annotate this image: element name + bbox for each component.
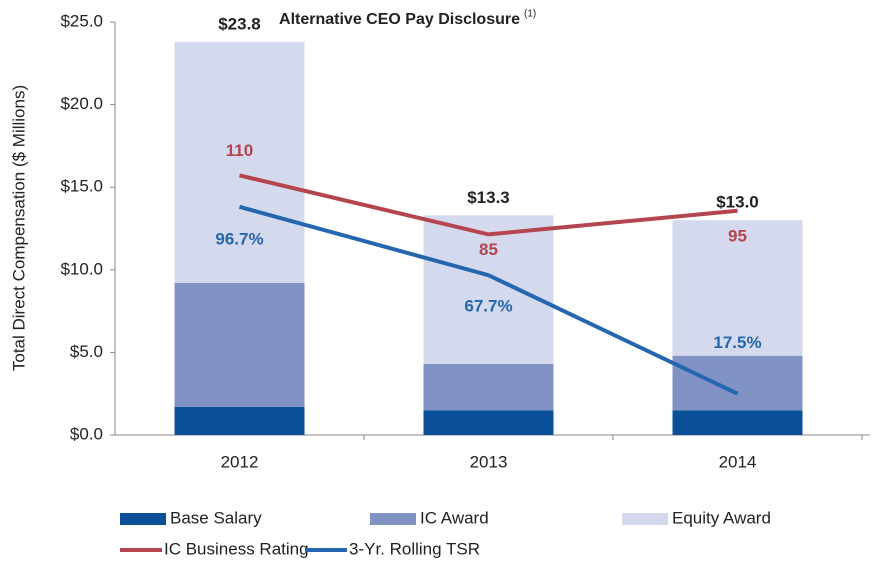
line-series	[239, 173, 738, 237]
bar-segment	[174, 406, 305, 435]
x-tick-label: 2013	[470, 452, 508, 471]
chart-title: Alternative CEO Pay Disclosure	[279, 11, 520, 28]
x-tick-label: 2014	[719, 452, 757, 471]
data-label: 85	[479, 240, 498, 259]
title-note: (1)	[524, 9, 536, 20]
x-tick-label: 2012	[221, 452, 259, 471]
legend-label: IC Business Rating	[164, 539, 309, 558]
bar-segment	[423, 215, 554, 364]
line-series	[238, 204, 739, 396]
y-tick-label: $0.0	[70, 424, 103, 443]
bar-segment	[672, 355, 803, 411]
data-label: 67.7%	[464, 297, 512, 316]
legend-label: Equity Award	[672, 508, 771, 527]
y-tick-label: $5.0	[70, 342, 103, 361]
legend-swatch	[120, 513, 166, 525]
bar-segment	[672, 220, 803, 356]
bar-segment	[423, 363, 554, 411]
bar-segment	[423, 410, 554, 435]
bar-segment	[174, 283, 305, 407]
y-tick-label: $15.0	[60, 177, 103, 196]
y-tick-label: $10.0	[60, 259, 103, 278]
data-label: 110	[226, 141, 253, 160]
legend-swatch	[622, 513, 668, 525]
bar-segment	[174, 41, 305, 284]
data-label: 95	[728, 226, 747, 245]
y-axis-label: Total Direct Compensation ($ Millions)	[9, 85, 28, 371]
data-label: 17.5%	[713, 333, 761, 352]
legend-swatch	[370, 513, 416, 525]
data-label: 96.7%	[215, 229, 263, 248]
legend-label: IC Award	[420, 508, 489, 527]
legend-label: Base Salary	[170, 508, 262, 527]
bar-segment	[672, 410, 803, 435]
total-label: $13.0	[716, 193, 759, 212]
y-tick-label: $20.0	[60, 94, 103, 113]
y-tick-label: $25.0	[60, 11, 103, 30]
total-label: $13.3	[467, 188, 510, 207]
legend-label: 3-Yr. Rolling TSR	[349, 539, 480, 558]
total-label: $23.8	[218, 14, 261, 33]
